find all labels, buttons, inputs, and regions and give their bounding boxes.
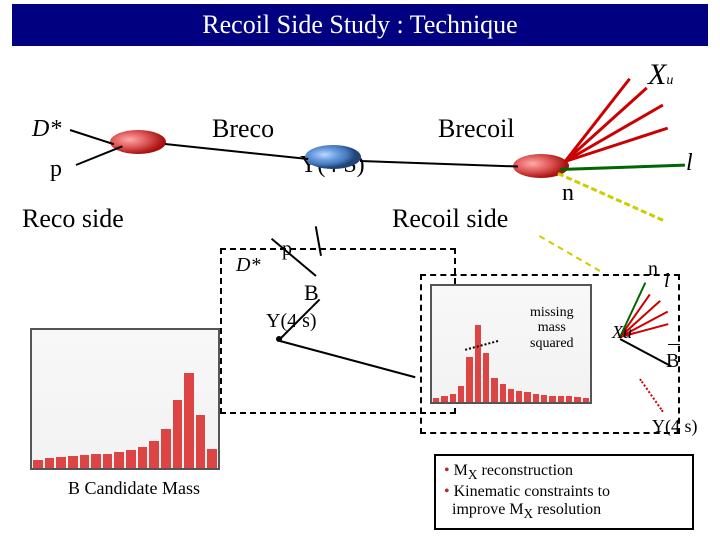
label-xu: Xu — [648, 58, 673, 92]
label-dstar-top: D* — [32, 116, 61, 143]
caption-bcand: B Candidate Mass — [68, 478, 200, 499]
hist1-bins — [32, 371, 218, 468]
bullet-kinematic: Kinematic constraints to improve MX reso… — [444, 483, 684, 522]
line-xu-2 — [564, 87, 648, 163]
line-pi — [76, 145, 123, 166]
label-nu-mid: n — [648, 258, 658, 281]
line-breco — [165, 143, 308, 160]
label-l-mid: l — [664, 270, 670, 293]
line-lepton — [560, 164, 685, 171]
label-brecoil: Brecoil — [438, 114, 515, 144]
line-brecoil — [360, 160, 518, 168]
histogram-bcand-mass — [30, 328, 220, 470]
y4s-vertex — [305, 145, 361, 169]
label-dstar-mid: D* — [236, 254, 260, 277]
label-bbar-mid: B — [666, 350, 679, 373]
title-text: Recoil Side Study : Technique — [202, 10, 517, 39]
label-recoil-side: Recoil side — [392, 204, 508, 234]
line-dstar-a — [70, 129, 114, 145]
bullets-box: MX reconstruction Kinematic constraints … — [434, 454, 694, 530]
line-nu-mid — [539, 235, 601, 272]
label-nu: n — [562, 180, 574, 207]
label-reco-side: Reco side — [22, 204, 124, 234]
label-xu-mid: Xu — [612, 322, 632, 343]
bullet-mx-recon: MX reconstruction — [444, 462, 684, 483]
dstar-oval — [110, 130, 166, 154]
label-missing-mass: missing mass squared — [530, 305, 574, 351]
label-y4s-mid: Y(4 s) — [266, 310, 317, 333]
label-y4s-right: Y(4 s) — [652, 416, 698, 437]
label-breco: Breco — [212, 114, 274, 144]
label-pi: p — [50, 156, 62, 183]
label-l: l — [686, 150, 693, 177]
title-bar: Recoil Side Study : Technique — [12, 4, 708, 46]
